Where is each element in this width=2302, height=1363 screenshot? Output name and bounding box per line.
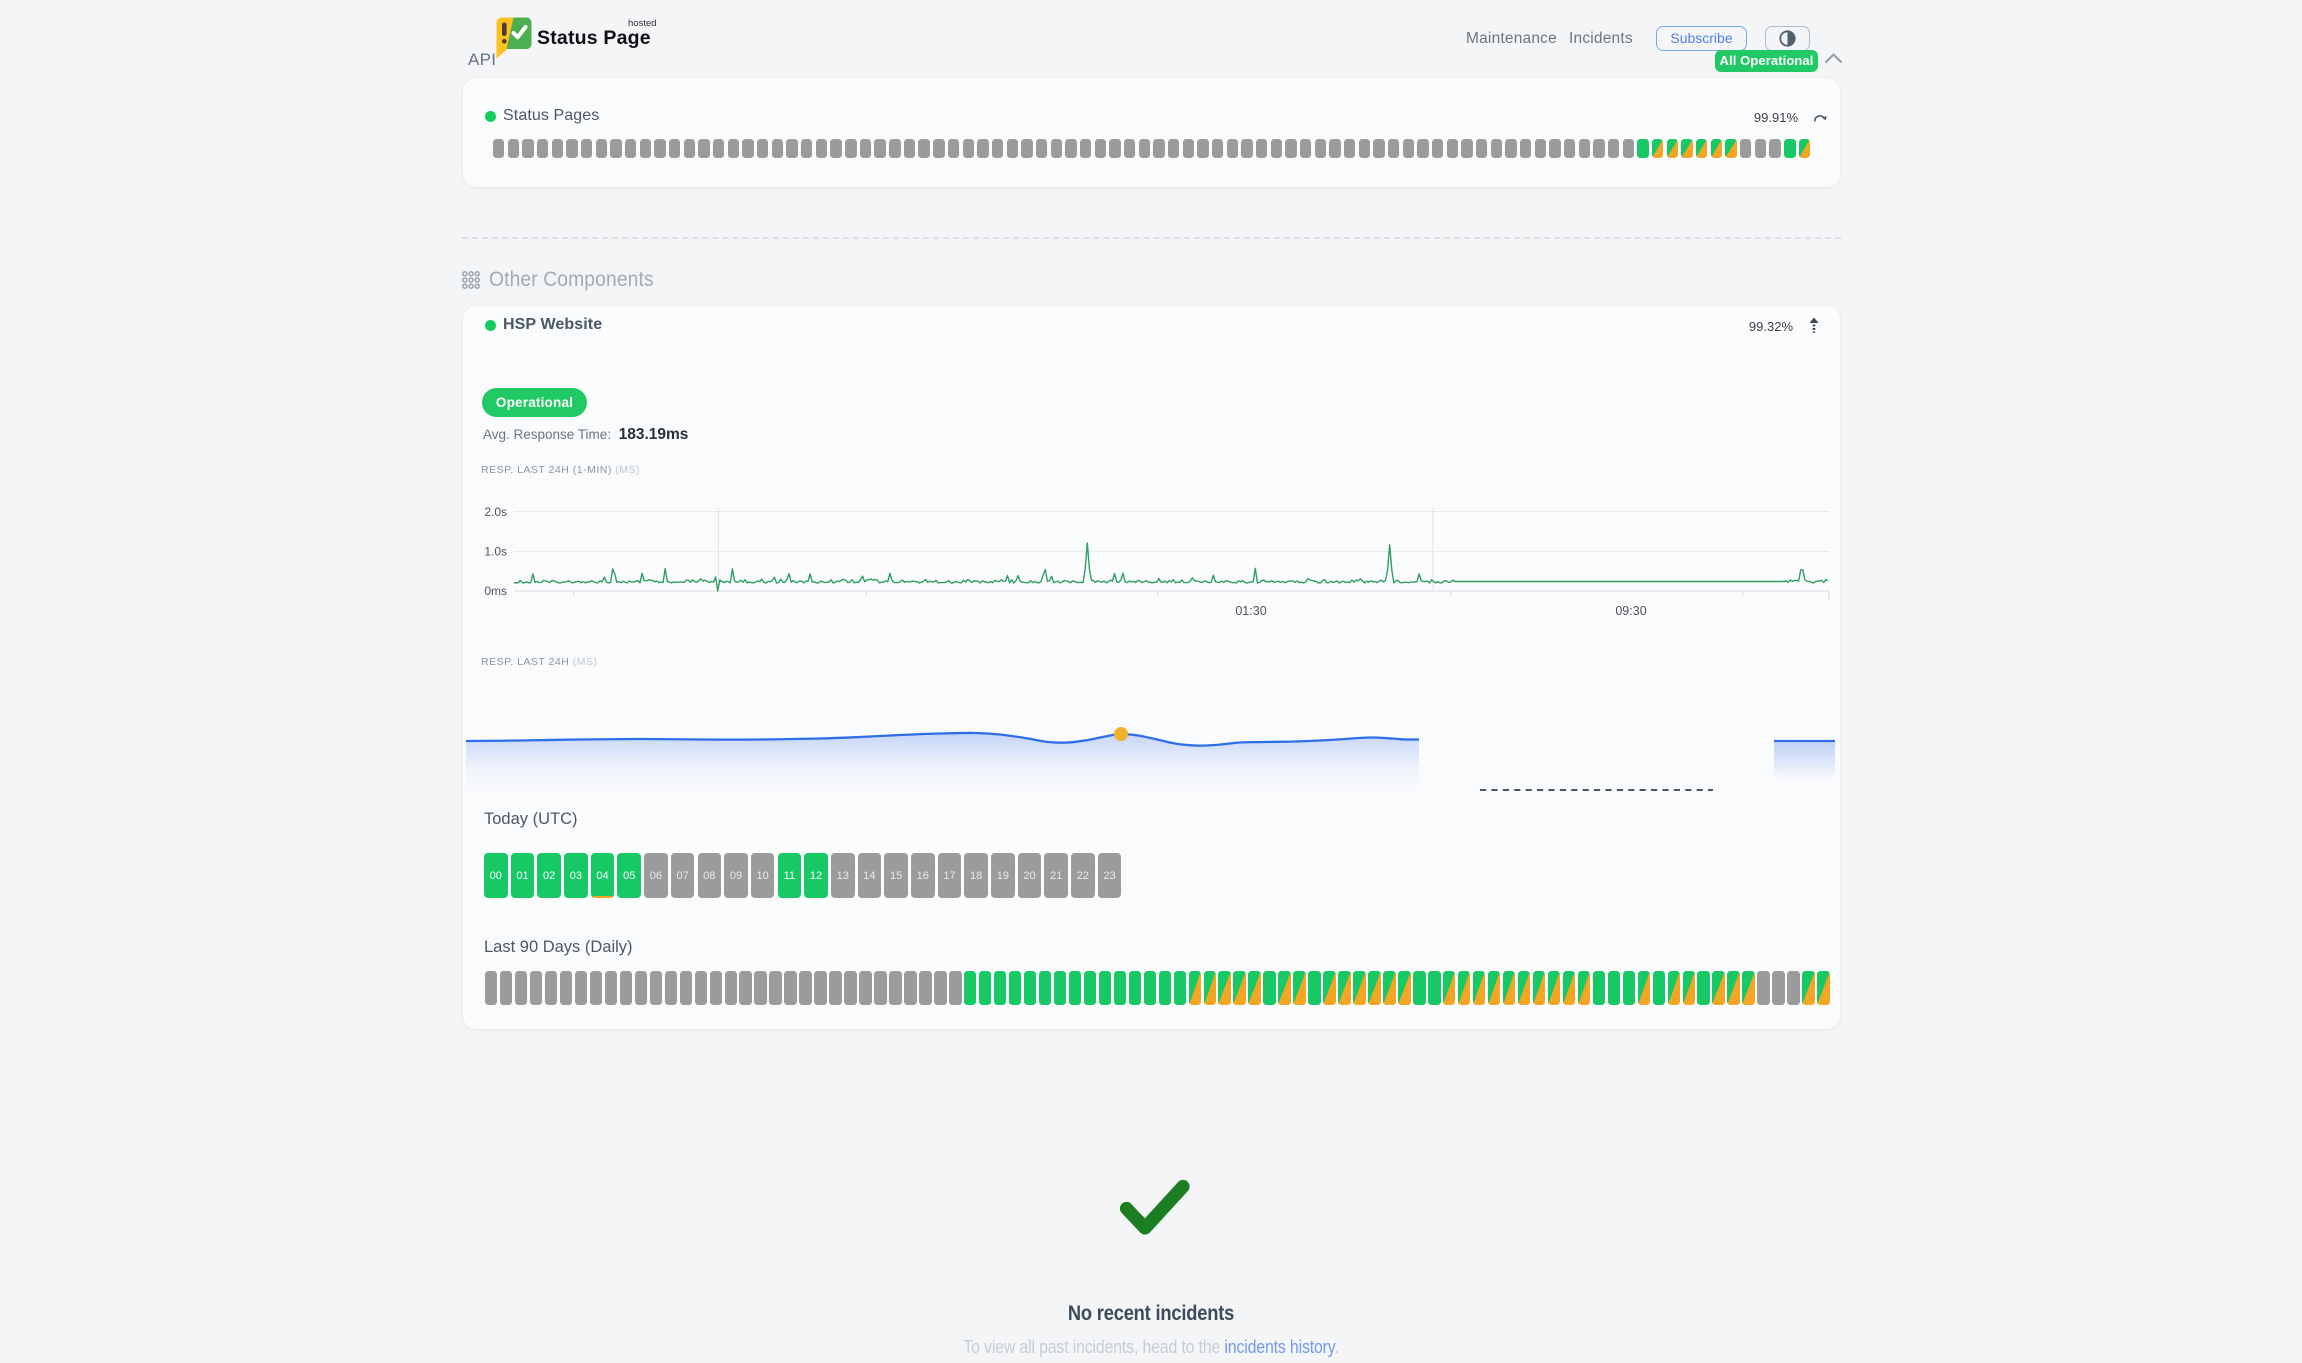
svg-text:2.0s: 2.0s [484, 505, 507, 519]
svg-text:01:30: 01:30 [1235, 604, 1266, 618]
svg-text:0ms: 0ms [484, 584, 507, 598]
svg-text:09:30: 09:30 [1615, 604, 1646, 618]
svg-text:1.0s: 1.0s [484, 545, 507, 559]
